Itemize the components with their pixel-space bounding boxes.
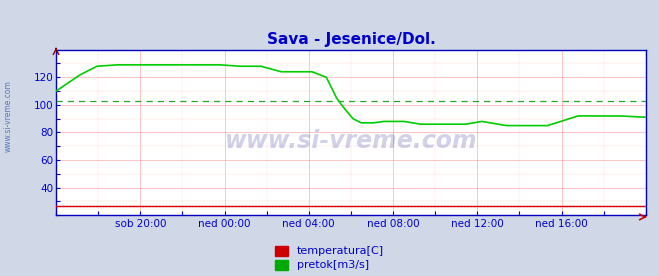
Text: www.si-vreme.com: www.si-vreme.com	[225, 129, 477, 153]
Text: www.si-vreme.com: www.si-vreme.com	[4, 80, 13, 152]
Title: Sava - Jesenice/Dol.: Sava - Jesenice/Dol.	[266, 32, 436, 47]
Legend: temperatura[C], pretok[m3/s]: temperatura[C], pretok[m3/s]	[275, 246, 384, 270]
